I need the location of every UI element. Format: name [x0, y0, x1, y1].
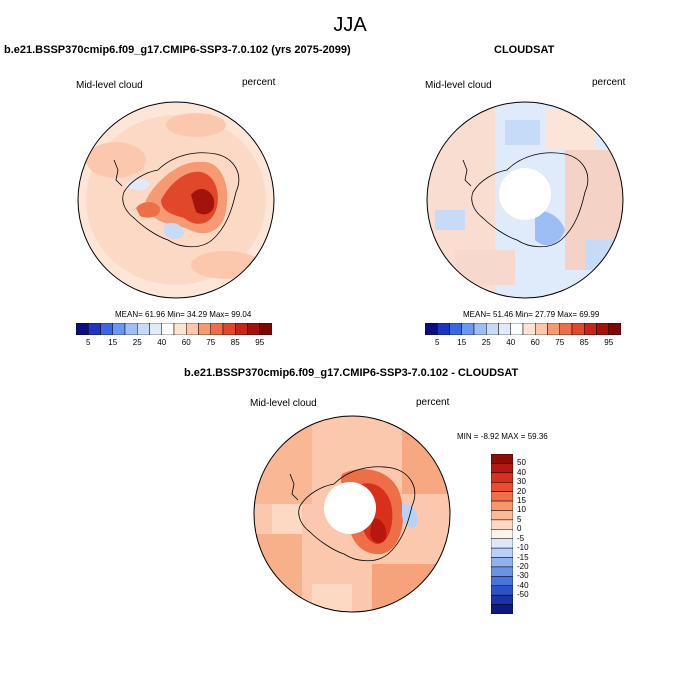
panel-3-colorbar-label: 30 [517, 477, 526, 487]
panel-1-colorbar-swatch [88, 323, 101, 335]
panel-1-title: b.e21.BSSP370cmip6.f09_g17.CMIP6-SSP3-7.… [4, 44, 351, 56]
panel-3-colorbar-swatch [491, 472, 513, 483]
panel-2-colorbar-swatch [571, 323, 585, 335]
panel-2-colorbar-swatch [608, 323, 621, 335]
panel-2-polar-map [426, 101, 624, 299]
panel-1-colorbar-swatch [235, 323, 248, 335]
panel-1-variable-label: Mid-level cloud [76, 80, 143, 91]
panel-3-colorbar-swatch [491, 500, 513, 511]
panel-2-colorbar-swatch [559, 323, 573, 335]
panel-3-colorbar-label: 20 [517, 486, 526, 496]
panel-2-colorbar-swatch [535, 323, 548, 335]
panel-3-colorbar-label: -40 [517, 580, 529, 590]
panel-3-colorbar-label: 15 [517, 496, 526, 506]
panel-1-colorbar-swatch [149, 323, 162, 335]
page-title: JJA [333, 14, 367, 36]
panel-3-polar-map [253, 415, 451, 613]
panel-1-colorbar-swatch [137, 323, 150, 335]
panel-1-colorbar-label: 5 [86, 338, 91, 347]
panel-3-colorbar-swatch [491, 538, 513, 549]
panel-3-colorbar-swatch [491, 594, 513, 605]
panel-1-colorbar-swatch [259, 323, 272, 335]
panel-2-colorbar-label: 25 [481, 338, 491, 347]
panel-1-colorbar-label: 95 [255, 338, 265, 347]
panel-2-title: CLOUDSAT [494, 44, 555, 56]
panel-3-colorbar-swatch [491, 566, 513, 577]
panel-3-colorbar-label: 0 [517, 524, 522, 534]
panel-1-colorbar-swatch [161, 323, 175, 335]
panel-3-stats: MIN = -8.92 MAX = 59.36 [457, 432, 548, 441]
panel-3-colorbar-swatch [491, 463, 513, 474]
panel-2-colorbar-label: 75 [555, 338, 565, 347]
panel-1-units-label: percent [242, 77, 276, 88]
panel-2-colorbar-swatch [596, 323, 609, 335]
panel-2-colorbar-swatch [510, 323, 524, 335]
panel-2-units-label: percent [592, 77, 626, 88]
panel-2-stats: MEAN= 51.46 Min= 27.79 Max= 69.99 [463, 310, 600, 319]
panel-1-colorbar-label: 15 [108, 338, 118, 347]
panel-2-colorbar-swatch [437, 323, 450, 335]
panel-3-colorbar-swatch [491, 519, 513, 530]
panel-3-colorbar-label: 50 [517, 458, 526, 468]
panel-2-colorbar-label: 85 [579, 338, 589, 347]
panel-3-colorbar-swatch [491, 481, 513, 492]
panel-1-colorbar-swatch [76, 323, 89, 335]
panel-2-colorbar-swatch [486, 323, 499, 335]
panel-3-colorbar-label: -5 [517, 533, 525, 543]
panel-3-colorbar-label: -20 [517, 561, 529, 571]
panel-2-variable-label: Mid-level cloud [425, 80, 492, 91]
panel-1-colorbar-swatch [186, 323, 199, 335]
panel-2-colorbar-label: 60 [530, 338, 540, 347]
panel-1-colorbar-label: 85 [230, 338, 240, 347]
panel-1-colorbar-swatch [247, 323, 260, 335]
panel-3-colorbar-swatch [491, 604, 513, 614]
panel-2-colorbar-label: 5 [435, 338, 440, 347]
panel-3-colorbar-swatch [491, 491, 513, 502]
panel-3-colorbar-label: 40 [517, 467, 526, 477]
panel-3-colorbar-label: 10 [517, 505, 526, 515]
panel-1-colorbar-swatch [198, 323, 211, 335]
panel-2-colorbar [425, 323, 621, 335]
panel-3-colorbar-label: -15 [517, 552, 529, 562]
panel-1-colorbar-swatch [173, 323, 187, 335]
panel-1-colorbar-swatch [222, 323, 236, 335]
panel-3-colorbar-swatch [491, 557, 513, 568]
panel-3-colorbar-label: 5 [517, 514, 522, 524]
panel-1-colorbar-label: 60 [181, 338, 191, 347]
panel-1-colorbar [76, 323, 272, 335]
panel-3-colorbar-swatch [491, 529, 513, 539]
panel-1-colorbar-label: 25 [132, 338, 142, 347]
panel-3-title: b.e21.BSSP370cmip6.f09_g17.CMIP6-SSP3-7.… [184, 367, 519, 379]
panel-2-colorbar-swatch [461, 323, 475, 335]
panel-3-colorbar-label: -50 [517, 590, 529, 600]
panel-2-colorbar-swatch [547, 323, 560, 335]
panel-2-colorbar-swatch [498, 323, 511, 335]
panel-1-colorbar-swatch [124, 323, 138, 335]
panel-2-colorbar-swatch [449, 323, 462, 335]
panel-3-colorbar-label: -10 [517, 543, 529, 553]
panel-2-colorbar-swatch [473, 323, 487, 335]
panel-3-colorbar-swatch [491, 585, 513, 596]
panel-1-colorbar-label: 40 [157, 338, 167, 347]
panel-1-colorbar-swatch [112, 323, 126, 335]
panel-3-colorbar [491, 454, 513, 614]
panel-1-colorbar-swatch [100, 323, 113, 335]
panel-2-colorbar-label: 15 [457, 338, 467, 347]
panel-3-colorbar-label: -30 [517, 571, 529, 581]
panel-3-units-label: percent [416, 397, 450, 408]
panel-1-stats: MEAN= 61.96 Min= 34.29 Max= 99.04 [115, 310, 252, 319]
panel-2-colorbar-swatch [425, 323, 438, 335]
panel-3-colorbar-swatch [491, 576, 513, 587]
panel-3-colorbar-swatch [491, 547, 513, 558]
panel-2-colorbar-swatch [522, 323, 536, 335]
panel-1-colorbar-label: 75 [206, 338, 216, 347]
panel-2-colorbar-swatch [584, 323, 597, 335]
panel-2-colorbar-label: 40 [506, 338, 516, 347]
panel-3-variable-label: Mid-level cloud [250, 398, 317, 409]
panel-2-colorbar-label: 95 [604, 338, 614, 347]
panel-3-colorbar-swatch [491, 510, 513, 521]
panel-1-polar-map [77, 101, 275, 299]
panel-1-colorbar-swatch [210, 323, 224, 335]
panel-3-colorbar-swatch [491, 454, 513, 464]
